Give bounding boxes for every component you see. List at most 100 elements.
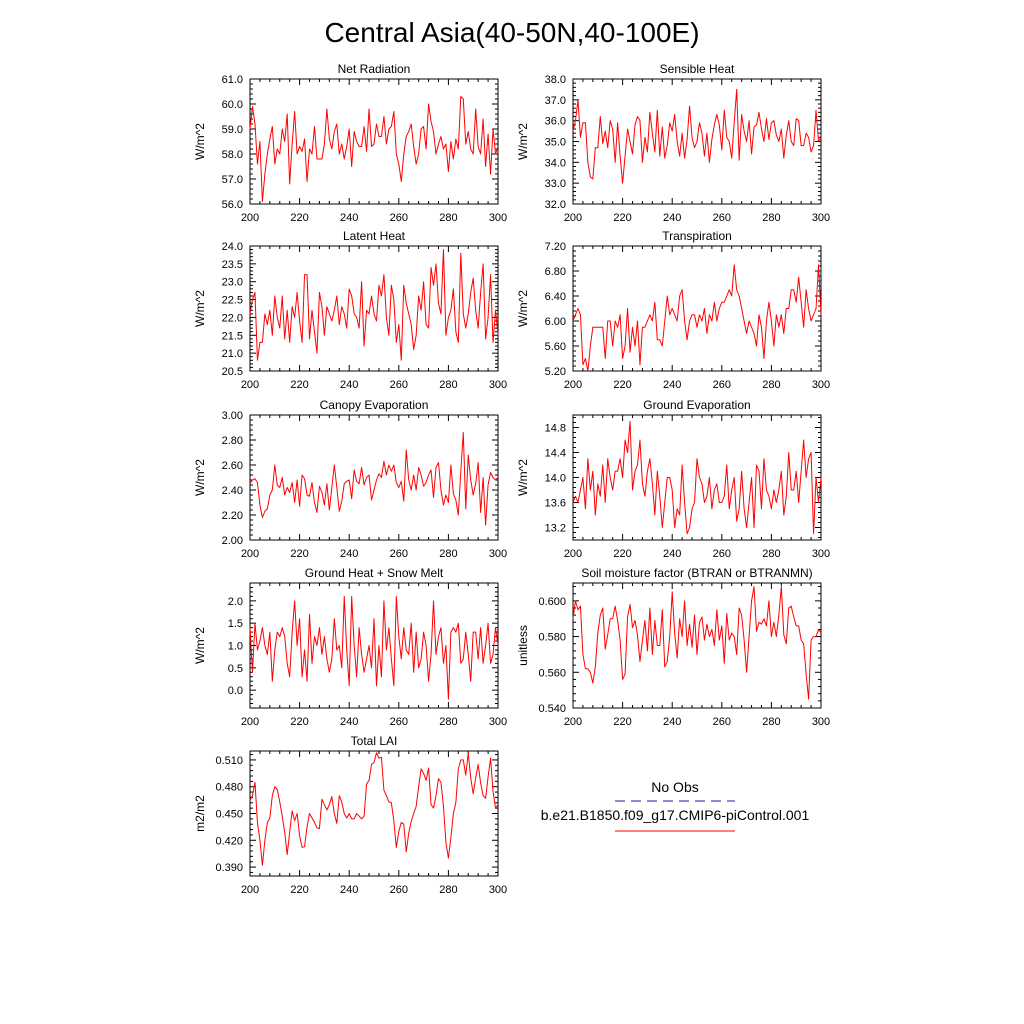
x-tick-label: 240 xyxy=(663,379,681,391)
series-line xyxy=(572,586,822,700)
y-tick-label: 24.0 xyxy=(222,241,243,253)
x-tick-label: 240 xyxy=(340,212,358,224)
series-line xyxy=(249,595,499,700)
y-tick-label: 0.480 xyxy=(215,782,243,794)
y-tick-label: 22.5 xyxy=(222,295,243,307)
y-tick-label: 36.0 xyxy=(545,116,566,128)
y-tick-label: 2.60 xyxy=(222,460,243,472)
y-tick-label: 6.80 xyxy=(545,266,566,278)
x-tick-label: 200 xyxy=(241,548,259,560)
y-tick-label: 6.00 xyxy=(545,316,566,328)
x-tick-label: 200 xyxy=(241,716,259,728)
x-tick-label: 200 xyxy=(241,379,259,391)
x-tick-label: 240 xyxy=(340,379,358,391)
y-tick-label: 60.0 xyxy=(222,99,243,111)
y-axis-label: W/m^2 xyxy=(516,459,530,496)
x-tick-label: 300 xyxy=(489,212,507,224)
x-tick-label: 300 xyxy=(812,716,830,728)
y-tick-label: 2.00 xyxy=(222,535,243,547)
y-axis-label: W/m^2 xyxy=(516,123,530,160)
x-tick-label: 220 xyxy=(613,716,631,728)
x-tick-label: 220 xyxy=(290,884,308,896)
figure-title: Central Asia(40-50N,40-100E) xyxy=(324,17,699,48)
x-tick-label: 260 xyxy=(390,716,408,728)
y-tick-label: 1.5 xyxy=(228,618,243,630)
x-tick-label: 200 xyxy=(564,379,582,391)
x-tick-label: 220 xyxy=(290,379,308,391)
y-axis-label: W/m^2 xyxy=(193,290,207,327)
y-axis-label: m2/m2 xyxy=(193,795,207,832)
legend-obs-label: No Obs xyxy=(651,779,698,795)
y-tick-label: 0.580 xyxy=(538,632,566,644)
y-axis-label: unitless xyxy=(516,625,530,666)
y-tick-label: 56.0 xyxy=(222,199,243,211)
panel-5: Canopy Evaporation W/m^2 200 220 240 260 280 30… xyxy=(193,398,507,560)
x-tick-label: 260 xyxy=(390,379,408,391)
panel-9: Total LAI m2/m2 200 220 240 260 280 300 0.390 0.4… xyxy=(193,734,507,896)
series-line xyxy=(249,249,499,361)
panel-title: Ground Heat + Snow Melt xyxy=(305,566,444,580)
panel-6: Ground Evaporation W/m^2 200 220 240 260 280 30… xyxy=(516,398,830,560)
x-tick-label: 220 xyxy=(613,212,631,224)
series-line xyxy=(572,88,822,184)
panel-title: Ground Evaporation xyxy=(643,398,750,412)
y-tick-label: 5.60 xyxy=(545,341,566,353)
x-tick-label: 200 xyxy=(241,884,259,896)
x-tick-label: 260 xyxy=(390,884,408,896)
x-tick-label: 300 xyxy=(489,379,507,391)
y-tick-label: 2.0 xyxy=(228,596,243,608)
x-tick-label: 260 xyxy=(713,379,731,391)
panel-title: Sensible Heat xyxy=(660,62,735,76)
y-tick-label: 21.5 xyxy=(222,330,243,342)
x-tick-label: 300 xyxy=(812,212,830,224)
y-tick-label: 14.0 xyxy=(545,473,566,485)
x-tick-label: 280 xyxy=(439,379,457,391)
y-tick-label: 33.0 xyxy=(545,178,566,190)
panel-title: Transpiration xyxy=(662,229,732,243)
x-tick-label: 220 xyxy=(290,212,308,224)
panel-title: Latent Heat xyxy=(343,229,406,243)
panel-title: Canopy Evaporation xyxy=(320,398,429,412)
panels: Net Radiation W/m^2 200 220 240 260 280 300 56.0… xyxy=(193,62,830,896)
plot-frame xyxy=(572,582,822,709)
x-tick-label: 240 xyxy=(340,548,358,560)
y-tick-label: 14.4 xyxy=(545,448,566,460)
x-tick-label: 300 xyxy=(489,716,507,728)
x-tick-label: 220 xyxy=(613,379,631,391)
y-axis-label: W/m^2 xyxy=(193,627,207,664)
y-axis-label: W/m^2 xyxy=(193,459,207,496)
x-tick-label: 260 xyxy=(390,548,408,560)
y-tick-label: 6.40 xyxy=(545,291,566,303)
y-tick-label: 0.420 xyxy=(215,835,243,847)
panel-title: Soil moisture factor (BTRAN or BTRANMN) xyxy=(581,566,812,580)
x-tick-label: 280 xyxy=(762,379,780,391)
y-tick-label: 0.0 xyxy=(228,685,243,697)
y-tick-label: 57.0 xyxy=(222,174,243,186)
x-tick-label: 220 xyxy=(290,548,308,560)
y-tick-label: 37.0 xyxy=(545,95,566,107)
x-tick-label: 300 xyxy=(812,379,830,391)
y-tick-label: 0.390 xyxy=(215,862,243,874)
y-tick-label: 14.8 xyxy=(545,423,566,435)
y-tick-label: 34.0 xyxy=(545,157,566,169)
y-tick-label: 38.0 xyxy=(545,74,566,86)
x-tick-label: 260 xyxy=(390,212,408,224)
y-tick-label: 59.0 xyxy=(222,124,243,136)
panel-1: Net Radiation W/m^2 200 220 240 260 280 300 56.0… xyxy=(193,62,507,224)
panel-title: Total LAI xyxy=(351,734,398,748)
y-tick-label: 23.5 xyxy=(222,259,243,271)
y-tick-label: 2.20 xyxy=(222,510,243,522)
y-axis-label: W/m^2 xyxy=(193,123,207,160)
x-tick-label: 200 xyxy=(241,212,259,224)
y-tick-label: 0.600 xyxy=(538,596,566,608)
x-tick-label: 240 xyxy=(340,884,358,896)
x-tick-label: 280 xyxy=(762,212,780,224)
y-tick-label: 0.5 xyxy=(228,663,243,675)
x-tick-label: 280 xyxy=(439,212,457,224)
x-tick-label: 260 xyxy=(713,548,731,560)
y-tick-label: 21.0 xyxy=(222,348,243,360)
x-tick-label: 300 xyxy=(489,884,507,896)
x-tick-label: 220 xyxy=(613,548,631,560)
series-line xyxy=(249,752,499,866)
